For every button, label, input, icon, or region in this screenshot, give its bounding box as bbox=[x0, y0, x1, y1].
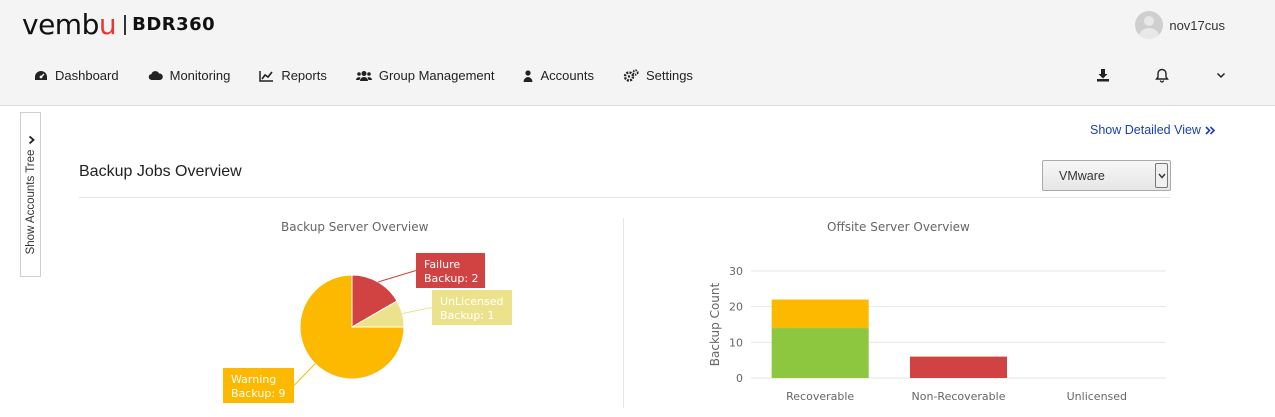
top-header: vembu BDR360 nov17cus Dashboard Monitori… bbox=[0, 0, 1275, 106]
nav-dashboard-label: Dashboard bbox=[55, 68, 119, 83]
nav-accounts-label: Accounts bbox=[540, 68, 594, 83]
cogs-icon bbox=[623, 69, 639, 82]
y-tick-label: 20 bbox=[729, 301, 743, 314]
double-chevron-right-icon bbox=[1205, 126, 1216, 135]
nav-monitoring[interactable]: Monitoring bbox=[148, 68, 231, 83]
user-menu[interactable]: nov17cus bbox=[1135, 11, 1225, 39]
y-tick-label: 30 bbox=[729, 265, 743, 278]
page-title: Backup Jobs Overview bbox=[79, 163, 242, 180]
notifications-button[interactable] bbox=[1153, 66, 1171, 84]
platform-select[interactable]: VMware bbox=[1042, 160, 1171, 191]
pie-slice-warning-backup[interactable] bbox=[299, 274, 405, 380]
pie-label-value: Backup: 9 bbox=[231, 387, 286, 400]
nav-monitoring-label: Monitoring bbox=[169, 68, 231, 83]
nav-group-management[interactable]: Group Management bbox=[355, 68, 495, 83]
dashboard-icon bbox=[35, 70, 47, 80]
users-icon bbox=[355, 70, 372, 81]
bell-icon bbox=[1155, 68, 1169, 83]
vembu-logo[interactable]: vembu BDR360 bbox=[22, 8, 215, 41]
chevron-down-icon bbox=[1216, 72, 1226, 78]
backup-server-chart-title: Backup Server Overview bbox=[281, 220, 429, 234]
detailed-link-label: Show Detailed View bbox=[1090, 123, 1201, 137]
download-button[interactable] bbox=[1094, 66, 1112, 84]
pie-label-box bbox=[223, 368, 294, 403]
show-detailed-view-link[interactable]: Show Detailed View bbox=[1090, 123, 1216, 137]
user-dropdown-button[interactable] bbox=[1212, 66, 1230, 84]
select-arrow-button[interactable] bbox=[1155, 163, 1168, 188]
top-action-icons bbox=[1094, 66, 1271, 84]
nav-dashboard[interactable]: Dashboard bbox=[34, 68, 119, 83]
bar-recoverable-segment-1[interactable] bbox=[771, 299, 869, 329]
pie-connector-line bbox=[377, 270, 417, 283]
main-nav: Dashboard Monitoring Reports Group Manag… bbox=[34, 68, 722, 83]
line-chart-icon bbox=[259, 70, 274, 82]
offsite-server-chart-title: Offsite Server Overview bbox=[827, 220, 970, 234]
y-tick-label: 10 bbox=[729, 336, 743, 349]
section-divider bbox=[79, 197, 1171, 198]
pie-connector-line bbox=[402, 307, 433, 315]
user-icon bbox=[523, 69, 533, 82]
x-category-label: Non-Recoverable bbox=[912, 390, 1006, 403]
pie-label-value: Backup: 1 bbox=[440, 309, 495, 322]
x-category-label: Unlicensed bbox=[1067, 390, 1127, 403]
y-axis-label: Backup Count bbox=[708, 282, 722, 366]
nav-group-management-label: Group Management bbox=[378, 68, 495, 83]
chevron-right-icon bbox=[27, 135, 34, 144]
cloud-icon bbox=[148, 71, 163, 81]
pie-label-text: UnLicensed bbox=[440, 295, 503, 308]
offsite-server-bar-chart: 0 10 20 30 Backup Count Recoverable Non-Recove… bbox=[708, 265, 1166, 403]
username: nov17cus bbox=[1169, 17, 1225, 33]
y-tick-label: 0 bbox=[736, 372, 743, 385]
sidetab-content: Show Accounts Tree bbox=[25, 135, 37, 254]
avatar[interactable] bbox=[1135, 11, 1164, 39]
pie-label-box bbox=[432, 290, 512, 325]
pie-label-value: Backup: 2 bbox=[424, 272, 479, 285]
nav-reports-label: Reports bbox=[281, 68, 327, 83]
bar-recoverable-segment-0[interactable] bbox=[771, 328, 869, 378]
nav-reports[interactable]: Reports bbox=[259, 68, 327, 83]
chart-divider bbox=[623, 218, 624, 408]
pie-slice-failure-backup[interactable] bbox=[351, 274, 398, 328]
bar-non-recoverable-segment-0[interactable] bbox=[910, 356, 1007, 378]
logo-wordmark: vembu bbox=[22, 8, 117, 41]
pie-connector-line bbox=[293, 363, 316, 386]
download-icon bbox=[1097, 69, 1109, 82]
show-accounts-tree-tab[interactable]: Show Accounts Tree bbox=[20, 112, 41, 277]
nav-settings[interactable]: Settings bbox=[623, 68, 693, 83]
chevron-down-icon bbox=[1157, 173, 1166, 179]
pie-label-text: Warning bbox=[231, 373, 276, 386]
nav-accounts[interactable]: Accounts bbox=[523, 68, 594, 83]
x-category-label: Recoverable bbox=[786, 390, 854, 403]
pie-label-text: Failure bbox=[424, 258, 460, 271]
nav-settings-label: Settings bbox=[645, 68, 693, 83]
product-name: BDR360 bbox=[132, 14, 216, 35]
platform-select-value: VMware bbox=[1059, 169, 1105, 183]
logo-divider bbox=[124, 14, 127, 35]
pie-label-box bbox=[416, 253, 485, 288]
